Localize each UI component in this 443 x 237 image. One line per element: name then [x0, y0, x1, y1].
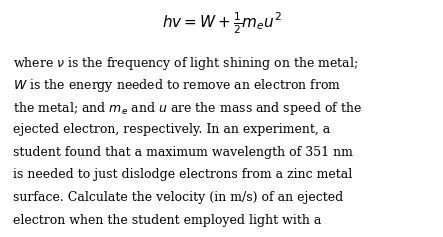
Text: electron when the student employed light with a: electron when the student employed light… [13, 214, 322, 227]
Text: where $\nu$ is the frequency of light shining on the metal;: where $\nu$ is the frequency of light sh… [13, 55, 358, 72]
Text: $W$ is the energy needed to remove an electron from: $W$ is the energy needed to remove an el… [13, 77, 342, 94]
Text: surface. Calculate the velocity (in m/s) of an ejected: surface. Calculate the velocity (in m/s)… [13, 191, 343, 204]
Text: is needed to just dislodge electrons from a zinc metal: is needed to just dislodge electrons fro… [13, 168, 353, 181]
Text: $hv = W + \frac{1}{2}m_e u^2$: $hv = W + \frac{1}{2}m_e u^2$ [162, 11, 281, 36]
Text: ejected electron, respectively. In an experiment, a: ejected electron, respectively. In an ex… [13, 123, 330, 136]
Text: the metal; and $m_e$ and $u$ are the mass and speed of the: the metal; and $m_e$ and $u$ are the mas… [13, 100, 362, 117]
Text: student found that a maximum wavelength of 351 nm: student found that a maximum wavelength … [13, 146, 353, 159]
